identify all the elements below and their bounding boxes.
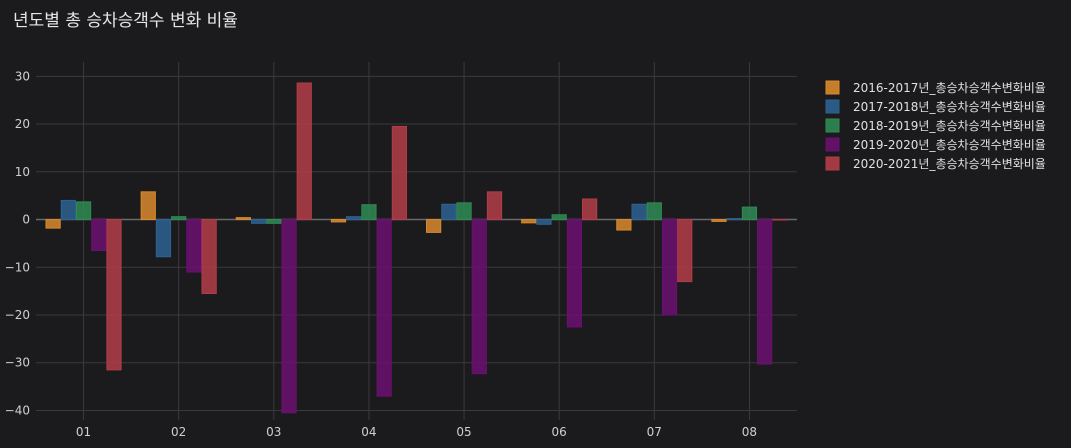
- legend-label[interactable]: 2019-2020년_총승차승객수변화비율: [853, 138, 1046, 152]
- y-tick-label: 30: [15, 69, 30, 83]
- bar[interactable]: [201, 219, 217, 295]
- bar[interactable]: [441, 203, 457, 221]
- bar[interactable]: [91, 219, 107, 252]
- bar[interactable]: [376, 219, 392, 397]
- legend-swatch[interactable]: [825, 137, 840, 152]
- bar[interactable]: [616, 219, 632, 231]
- bar[interactable]: [772, 219, 788, 221]
- bar[interactable]: [566, 219, 583, 328]
- bar[interactable]: [266, 219, 282, 224]
- bar[interactable]: [140, 191, 156, 221]
- bar[interactable]: [235, 217, 251, 221]
- legend-label[interactable]: 2020-2021년_총승차승객수변화비율: [853, 157, 1046, 171]
- bar[interactable]: [171, 216, 187, 221]
- x-tick-label: 06: [552, 425, 567, 439]
- legend-swatch[interactable]: [825, 118, 840, 133]
- bar[interactable]: [426, 219, 442, 233]
- bar[interactable]: [391, 125, 407, 221]
- bar[interactable]: [536, 219, 552, 225]
- bar[interactable]: [551, 214, 567, 221]
- bar[interactable]: [456, 202, 472, 221]
- bar[interactable]: [155, 219, 172, 258]
- bar[interactable]: [45, 219, 61, 229]
- bar[interactable]: [677, 219, 693, 283]
- x-tick-label: 08: [742, 425, 757, 439]
- bar[interactable]: [582, 198, 598, 221]
- legend-label[interactable]: 2018-2019년_총승차승객수변화비율: [853, 119, 1046, 133]
- bar[interactable]: [741, 206, 758, 221]
- bar[interactable]: [521, 219, 537, 224]
- bar[interactable]: [631, 203, 647, 221]
- x-tick-label: 02: [171, 425, 186, 439]
- y-tick-label: −10: [5, 260, 30, 274]
- legend: 2016-2017년_총승차승객수변화비율 2017-2018년_총승차승객수변화…: [825, 80, 1046, 171]
- bar[interactable]: [757, 219, 773, 365]
- chart-title: 년도별 총 승차승객수 변화 비율: [13, 11, 238, 31]
- bar[interactable]: [661, 219, 678, 316]
- y-tick-label: 10: [15, 165, 30, 179]
- bar[interactable]: [250, 219, 267, 224]
- bar[interactable]: [486, 191, 503, 221]
- legend-swatch[interactable]: [825, 80, 840, 95]
- bar[interactable]: [106, 219, 122, 371]
- y-tick-label: −20: [5, 308, 30, 322]
- y-tick-label: −30: [5, 356, 30, 370]
- legend-swatch[interactable]: [825, 99, 840, 114]
- bar[interactable]: [75, 201, 92, 221]
- bar[interactable]: [281, 219, 297, 414]
- y-tick-label: −40: [5, 403, 30, 417]
- x-tick-label: 04: [361, 425, 376, 439]
- bar[interactable]: [60, 199, 76, 221]
- y-tick-label: 0: [22, 213, 30, 227]
- bar[interactable]: [471, 219, 487, 375]
- bar[interactable]: [646, 202, 662, 221]
- legend-label[interactable]: 2017-2018년_총승차승객수변화비율: [853, 100, 1046, 114]
- bar[interactable]: [330, 219, 347, 223]
- x-tick-label: 01: [76, 425, 91, 439]
- x-tick-label: 07: [647, 425, 662, 439]
- bar[interactable]: [726, 218, 742, 221]
- legend-label[interactable]: 2016-2017년_총승차승객수변화비율: [853, 81, 1046, 95]
- legend-swatch[interactable]: [825, 156, 840, 171]
- bar[interactable]: [361, 204, 377, 221]
- y-tick-label: 20: [15, 117, 30, 131]
- bar[interactable]: [296, 82, 312, 221]
- x-tick-label: 03: [266, 425, 281, 439]
- bar[interactable]: [346, 216, 362, 221]
- bars: [45, 82, 788, 414]
- x-tick-label: 05: [456, 425, 471, 439]
- bar[interactable]: [711, 219, 727, 222]
- bar[interactable]: [186, 219, 202, 273]
